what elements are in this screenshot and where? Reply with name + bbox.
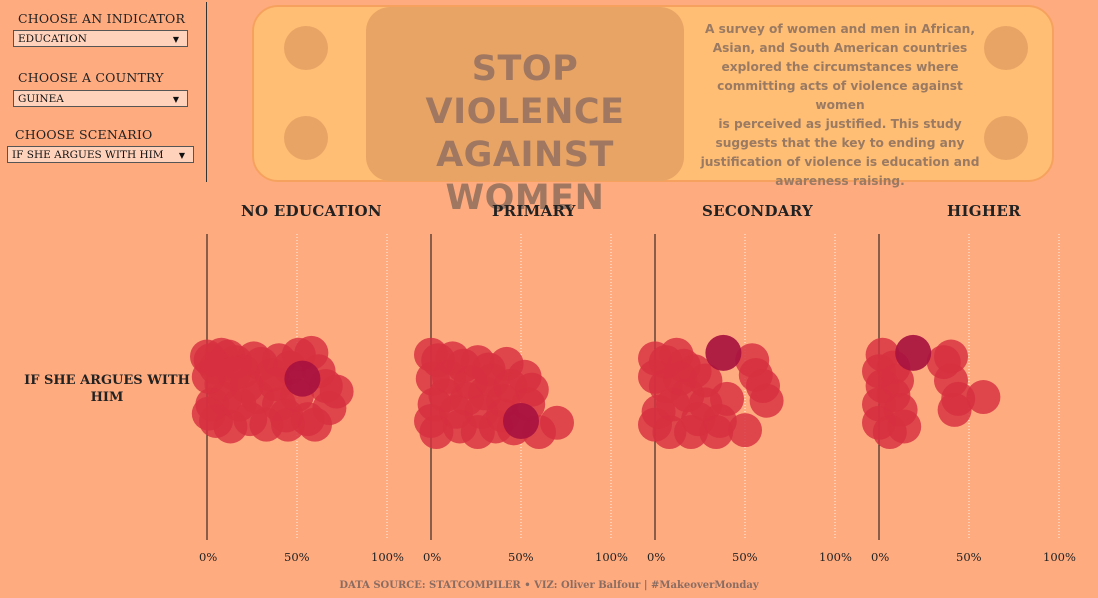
data-point[interactable] [937,392,972,427]
x-tick-label: 100% [595,550,628,564]
chevron-down-icon: ▼ [178,151,185,160]
data-point[interactable] [415,361,450,396]
decorative-dot-icon [284,116,328,160]
x-tick-label: 50% [284,550,310,564]
country-select-value: GUINEA [18,93,64,105]
country-select[interactable]: GUINEA ▼ [13,90,188,107]
x-tick-label: 0% [423,550,442,564]
data-point[interactable] [217,356,251,391]
indicator-label: CHOOSE AN INDICATOR [18,11,186,26]
x-tick-label: 50% [508,550,534,564]
panel-title-higher: HIGHER [947,202,1021,220]
footer-credits: DATA SOURCE: STATCOMPILER • VIZ: Oliver … [339,580,759,591]
data-point[interactable] [681,402,716,437]
banner-text-line: A survey of women and men in African, [705,22,975,36]
banner-text-line: suggests that the key to ending any [715,136,965,150]
panel-title-secondary: SECONDARY [702,202,814,220]
scenario-select-value: IF SHE ARGUES WITH HIM [12,149,164,161]
data-point[interactable] [269,398,304,433]
data-point[interactable] [298,407,332,442]
data-point[interactable] [191,359,226,394]
chevron-down-icon: ▼ [172,35,179,44]
row-label: IF SHE ARGUES WITH HIM [24,373,190,405]
x-tick-label: 50% [732,550,758,564]
data-point[interactable] [934,339,968,374]
banner-title-line2: AGAINST WOMEN [436,135,614,218]
x-tick-label: 100% [1043,550,1076,564]
banner-title: STOP VIOLENCE AGAINST WOMEN [366,48,684,220]
x-tick-label: 100% [819,550,852,564]
panel-title-primary: PRIMARY [492,202,576,220]
data-point[interactable] [663,361,698,396]
banner-text-line: committing acts of violence against wome… [717,79,963,112]
banner-text-line: awareness raising. [775,174,905,188]
data-point[interactable] [749,383,784,418]
decorative-dot-icon [984,116,1028,160]
decorative-dot-icon [984,26,1028,70]
banner-title-box [366,7,684,181]
banner-text-line: is perceived as justified. This study [718,117,962,131]
data-point[interactable] [966,380,1001,415]
x-tick-label: 0% [647,550,666,564]
data-point[interactable] [439,394,474,429]
x-tick-label: 0% [199,550,218,564]
highlighted-data-point[interactable] [503,402,539,439]
indicator-select[interactable]: EDUCATION ▼ [13,30,188,47]
indicator-select-value: EDUCATION [18,33,87,45]
x-tick-label: 50% [956,550,982,564]
x-tick-label: 100% [371,550,404,564]
chevron-down-icon: ▼ [172,95,179,104]
country-label: CHOOSE A COUNTRY [18,70,164,85]
scenario-select[interactable]: IF SHE ARGUES WITH HIM ▼ [7,146,194,163]
data-point[interactable] [638,359,672,394]
data-point[interactable] [258,367,293,402]
controls-divider [206,2,207,182]
decorative-dot-icon [284,26,328,70]
banner-description: A survey of women and men in African, As… [694,20,986,191]
banner-title-line1: STOP VIOLENCE [425,49,625,132]
banner-text-line: Asian, and South American countries [712,41,968,55]
highlighted-data-point[interactable] [284,360,321,397]
scenario-label: CHOOSE SCENARIO [15,127,153,142]
highlighted-data-point[interactable] [895,334,932,371]
panel-title-no-education: NO EDUCATION [241,202,382,220]
banner-text-line: explored the circumstances where [721,60,959,74]
highlighted-data-point[interactable] [705,334,742,371]
x-tick-label: 0% [871,550,890,564]
banner-text-line: justification of violence is education a… [700,155,980,169]
data-point[interactable] [862,354,896,389]
